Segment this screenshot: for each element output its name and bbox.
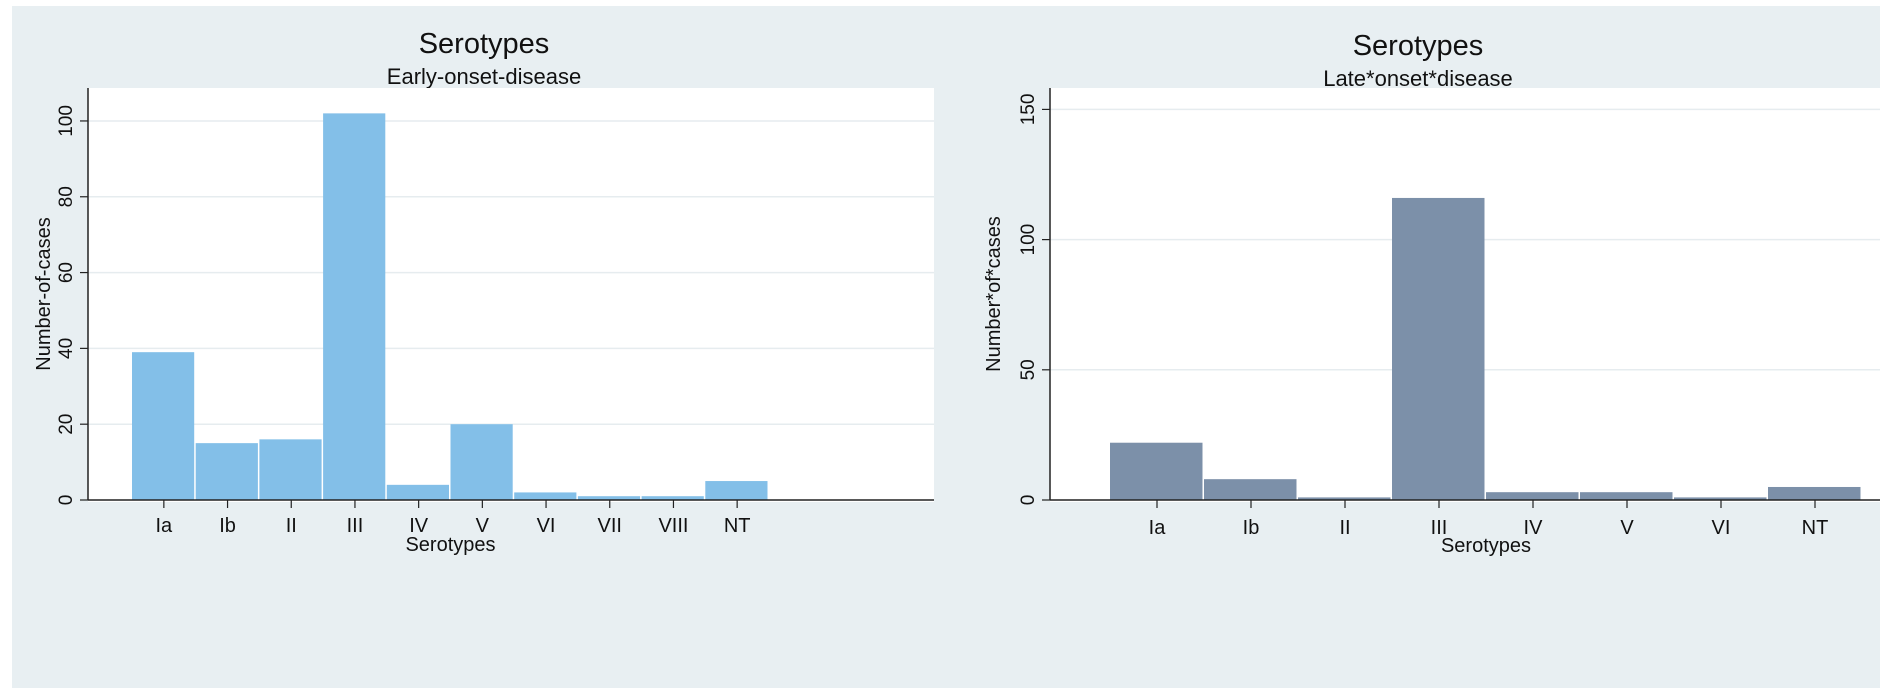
x-tick-label: IV [409, 515, 429, 537]
y-tick-label: 0 [56, 495, 77, 506]
x-axis-title: Serotypes [405, 534, 495, 556]
x-tick-label: NT [724, 515, 751, 537]
x-tick-label: VIII [658, 515, 688, 537]
y-tick-label: 60 [56, 262, 77, 283]
x-tick-label: II [1339, 517, 1350, 539]
x-tick-label: Ib [219, 515, 236, 537]
x-tick-label: Ib [1243, 517, 1260, 539]
bar-IV [386, 484, 449, 500]
bar-VII [577, 496, 641, 500]
bar-Ib [195, 443, 258, 500]
bar-NT [1768, 486, 1861, 500]
x-axis-title: Serotypes [1441, 535, 1531, 557]
y-tick-label: 80 [56, 186, 77, 207]
x-tick-label: Ia [1149, 517, 1167, 539]
bar-VIII [641, 496, 704, 500]
x-tick-label: Ia [156, 515, 174, 537]
y-tick-label: 20 [56, 414, 77, 435]
bar-Ia [132, 352, 195, 500]
bar-Ia [1110, 442, 1203, 500]
x-tick-label: II [286, 515, 297, 537]
x-tick-label: VI [1712, 517, 1731, 539]
bar-V [450, 424, 513, 500]
bar-VI [1674, 497, 1767, 500]
x-tick-label: III [1431, 517, 1448, 539]
chart-subtitle: Early-onset-disease [386, 64, 582, 89]
x-tick-label: V [476, 515, 490, 537]
y-tick-label: 50 [1018, 359, 1039, 380]
chart-title: Serotypes [1352, 30, 1484, 62]
bar-III [1392, 197, 1485, 500]
x-tick-label: VII [598, 515, 622, 537]
x-tick-label: NT [1802, 517, 1829, 539]
bar-Ib [1204, 479, 1297, 500]
bar-IV [1486, 492, 1579, 500]
x-tick-label: VI [537, 515, 556, 537]
chart-subtitle: Late*onset*disease [1323, 66, 1513, 91]
y-axis-title: Number*of*cases [983, 216, 1005, 372]
bar-VI [514, 492, 577, 500]
bar-V [1580, 492, 1673, 500]
bar-III [323, 113, 386, 500]
y-tick-label: 0 [1018, 495, 1039, 506]
bar-NT [705, 481, 768, 500]
chart-title: Serotypes [418, 28, 550, 60]
bar-II [1298, 497, 1391, 500]
x-tick-label: III [347, 515, 364, 537]
x-tick-label: IV [1524, 517, 1544, 539]
bar-II [259, 439, 322, 500]
x-tick-label: V [1620, 517, 1634, 539]
y-tick-label: 150 [1018, 94, 1039, 126]
y-axis-title: Number-of-cases [33, 217, 55, 370]
y-tick-label: 100 [56, 105, 77, 137]
y-tick-label: 100 [1018, 224, 1039, 256]
y-tick-label: 40 [56, 338, 77, 359]
